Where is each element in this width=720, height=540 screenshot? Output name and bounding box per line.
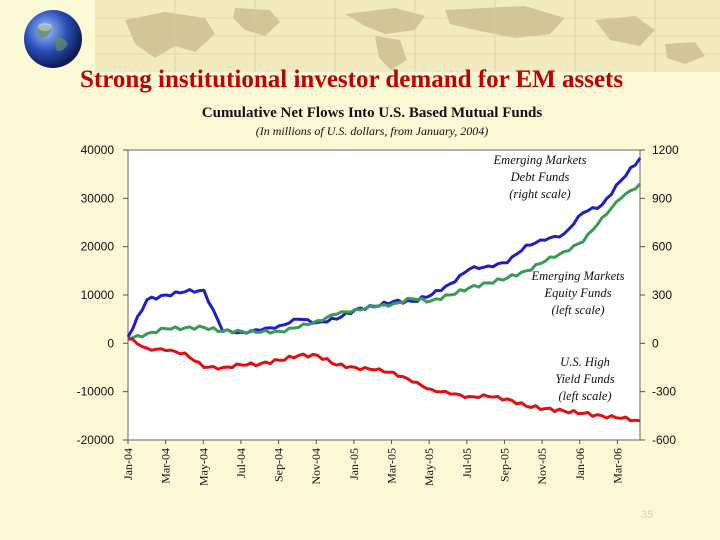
x-axis-ticks: Jan-04 Mar-04 May-04 Jul-04 Sep-04 Nov-04 Jan-… [121, 440, 624, 486]
chart-title: Cumulative Net Flows Into U.S. Based Mut… [202, 105, 543, 121]
series-label: (right scale) [509, 187, 570, 201]
right-tick-label: 900 [652, 191, 672, 205]
x-tick-label: Jan-04 [121, 448, 135, 480]
series-line [127, 182, 642, 341]
x-tick-label: Jan-06 [573, 448, 587, 480]
world-map-banner [95, 0, 720, 72]
plot-area [127, 149, 641, 441]
x-tick-label: Mar-05 [385, 448, 399, 484]
series-line [127, 337, 641, 423]
x-tick-label: Jul-04 [234, 448, 248, 478]
right-tick-label: 1200 [652, 143, 679, 157]
left-tick-label: 10000 [81, 288, 115, 302]
series-lines [126, 157, 642, 423]
x-tick-label: Jul-05 [460, 448, 474, 478]
x-tick-label: May-04 [196, 448, 210, 486]
left-tick-label: -20000 [77, 433, 115, 447]
right-tick-label: -300 [652, 385, 676, 399]
series-label: U.S. High [560, 355, 610, 369]
page-number: 35 [641, 509, 654, 521]
series-label: Equity Funds [543, 286, 611, 300]
x-tick-label: Sep-05 [497, 448, 511, 482]
right-axis-ticks: 1200 900 600 300 0 -300 -600 [640, 143, 679, 447]
series-label: Emerging Markets [531, 269, 625, 283]
series-label: Debt Funds [510, 170, 570, 184]
series-label: Yield Funds [555, 372, 614, 386]
right-tick-label: 600 [652, 240, 672, 254]
globe-icon [24, 10, 82, 68]
x-tick-label: Nov-04 [309, 448, 323, 485]
left-tick-label: 40000 [81, 143, 115, 157]
series-label: (left scale) [551, 303, 604, 317]
left-tick-label: 20000 [81, 240, 115, 254]
left-tick-label: 30000 [81, 191, 115, 205]
left-tick-label: -10000 [77, 385, 115, 399]
series-line [126, 157, 642, 338]
right-tick-label: 0 [652, 336, 659, 350]
series-label: (left scale) [558, 389, 611, 403]
x-tick-label: Sep-04 [272, 448, 286, 482]
chart-subtitle: (In millions of U.S. dollars, from Janua… [256, 124, 489, 138]
x-tick-label: Mar-06 [610, 448, 624, 484]
series-labels: Emerging Markets Debt Funds (right scale) E… [493, 153, 625, 403]
left-axis-ticks: 40000 30000 20000 10000 0 -10000 -20000 [77, 143, 128, 447]
x-tick-label: Mar-04 [159, 448, 173, 484]
left-tick-label: 0 [107, 336, 114, 350]
x-tick-label: Nov-05 [535, 448, 549, 485]
slide-title: Strong institutional investor demand for… [80, 66, 624, 93]
series-label: Emerging Markets [493, 153, 587, 167]
x-tick-label: May-05 [422, 448, 436, 486]
right-tick-label: -600 [652, 433, 676, 447]
x-tick-label: Jan-05 [347, 448, 361, 480]
right-tick-label: 300 [652, 288, 672, 302]
